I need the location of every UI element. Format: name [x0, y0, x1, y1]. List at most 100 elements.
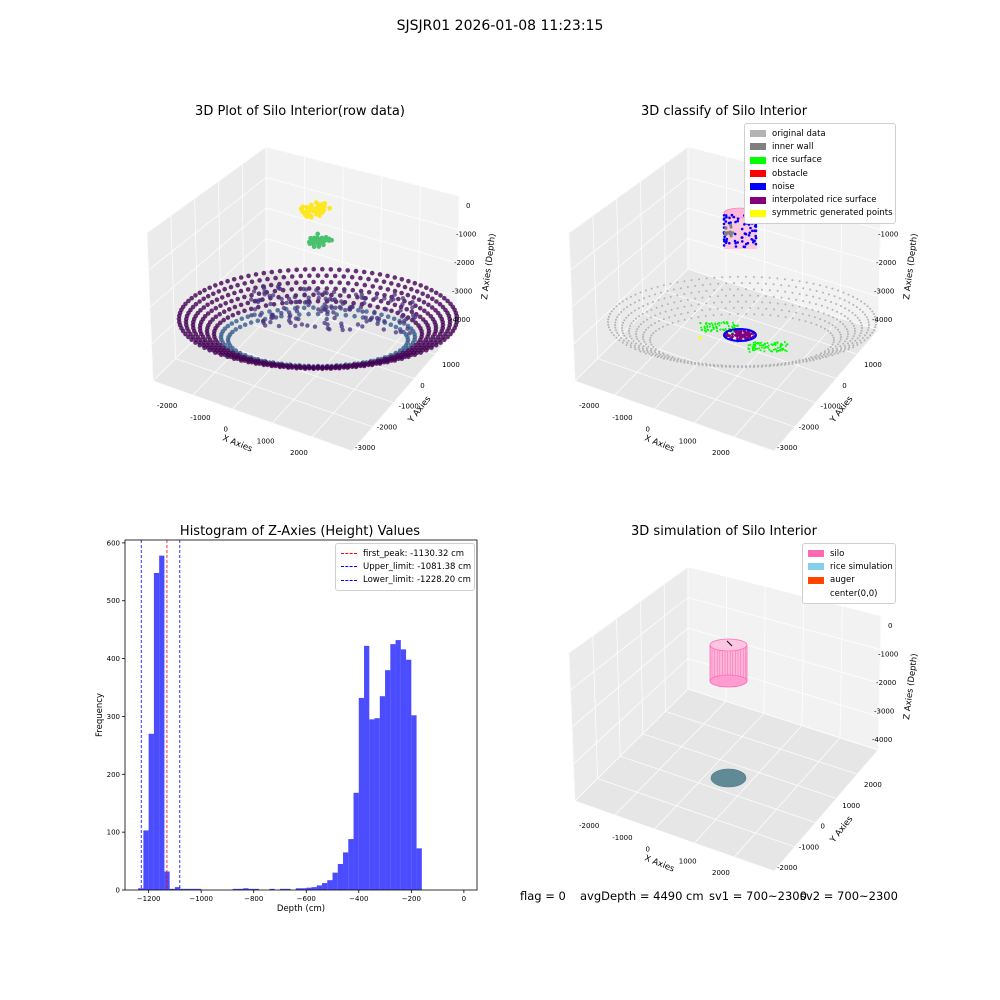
- histogram-bar: [322, 883, 328, 890]
- legend-swatch: [341, 579, 357, 581]
- histogram-vlines: [140, 540, 181, 890]
- x-tick-label: 1000: [257, 437, 275, 445]
- y-tick-label: -2000: [377, 423, 397, 431]
- x-tick-label: 1000: [679, 857, 697, 865]
- panel-title-histogram: Histogram of Z-Axies (Height) Values: [179, 524, 421, 539]
- z-tick-label: -2000: [876, 679, 896, 687]
- histogram-bar: [143, 830, 149, 890]
- legend-swatch: [750, 156, 766, 164]
- y-tick-label: 300: [107, 713, 120, 721]
- histogram-bar: [159, 555, 165, 890]
- histogram-bar: [385, 670, 391, 890]
- y-tick-label: 0: [420, 382, 424, 390]
- y-tick-label: 200: [107, 771, 120, 779]
- y-axis-label: Y Axies: [828, 814, 856, 846]
- histogram-bar: [185, 888, 191, 890]
- status-sv1: sv1 = 700~2300: [709, 889, 807, 903]
- histogram-bar: [232, 888, 238, 890]
- legend-entry: original data: [750, 127, 890, 140]
- histogram-bar: [253, 888, 259, 890]
- legend-label: noise: [772, 181, 795, 192]
- y-tick-label: 0: [116, 887, 120, 895]
- legend-entry: center(0,0): [808, 587, 890, 600]
- histogram-bar: [169, 888, 175, 890]
- legend-label: Upper_limit: -1081.38 cm: [363, 561, 472, 572]
- legend-entry: Lower_limit: -1228.20 cm: [341, 574, 471, 587]
- histogram-bar: [190, 888, 196, 890]
- z-tick-label: -4000: [872, 736, 892, 744]
- histogram-bar: [153, 572, 160, 890]
- y-tick-label: -3000: [355, 444, 375, 452]
- histogram-bar: [148, 733, 154, 890]
- y-tick-label: -1000: [399, 403, 419, 411]
- legend-swatch: [341, 566, 357, 568]
- y-tick-label: 1000: [864, 361, 882, 369]
- legend-label: rice simulation: [830, 561, 893, 572]
- status-flag: flag = 0: [520, 889, 566, 903]
- noise-ring: [723, 328, 757, 342]
- legend-label: inner wall: [772, 141, 814, 152]
- legend-label: symmetric generated points: [772, 208, 893, 219]
- status-avg-depth: avgDepth = 4490 cm: [580, 889, 704, 903]
- z-tick-label: -3000: [452, 288, 472, 296]
- y-tick-label: 2000: [864, 781, 882, 789]
- simulation-marks-layer: [709, 638, 748, 788]
- legend-label: first_peak: -1130.32 cm: [363, 548, 465, 559]
- histogram-bar: [285, 888, 291, 890]
- simulation-legend: silo rice simulation auger center(0,0): [802, 543, 896, 605]
- auger: [726, 640, 733, 647]
- x-tick-label: 1000: [679, 437, 697, 445]
- y-tick-label: 1000: [442, 361, 460, 369]
- panel-title-raw: 3D Plot of Silo Interior(row data): [195, 104, 405, 119]
- legend-entry: obstacle: [750, 167, 890, 180]
- histogram-bar: [416, 848, 422, 890]
- x-tick-label: -2000: [579, 402, 599, 410]
- histogram-bar: [406, 659, 412, 890]
- z-tick-label: -3000: [874, 288, 894, 296]
- histogram-bar: [243, 888, 249, 890]
- x-axis-label: Depth (cm): [277, 904, 325, 914]
- legend-label: interpolated rice surface: [772, 195, 877, 206]
- legend-entry: symmetric generated points: [750, 207, 893, 220]
- histogram-bar: [369, 719, 375, 890]
- x-tick-label: 0: [646, 846, 650, 854]
- y-tick-label: 400: [107, 655, 120, 663]
- x-tick-label: −200: [402, 895, 421, 903]
- x-tick-label: 2000: [290, 449, 308, 457]
- figure-suptitle: SJSJR01 2026-01-08 11:23:15: [396, 18, 604, 34]
- y-axis-label: Frequency: [95, 693, 105, 737]
- legend-swatch: [750, 130, 766, 138]
- histogram-bars: [138, 555, 422, 890]
- y-tick-label: -2000: [799, 423, 819, 431]
- panel-title-simulation: 3D simulation of Silo Interior: [631, 524, 817, 539]
- legend-label: obstacle: [772, 168, 808, 179]
- x-tick-label: -1000: [612, 414, 632, 422]
- x-tick-label: −800: [244, 895, 263, 903]
- legend-label: auger: [830, 575, 855, 586]
- legend-swatch: [808, 576, 824, 584]
- x-tick-label: −600: [297, 895, 316, 903]
- status-sv2: sv2 = 700~2300: [800, 889, 898, 903]
- histogram-bar: [395, 640, 401, 890]
- histogram-legend: first_peak: -1130.32 cm Upper_limit: -108…: [335, 543, 475, 591]
- y-tick-label: 0: [821, 823, 825, 831]
- legend-label: center(0,0): [830, 588, 878, 599]
- x-tick-label: 0: [462, 895, 466, 903]
- legend-swatch: [750, 170, 766, 178]
- histogram-bar: [327, 880, 333, 890]
- x-tick-label: 2000: [712, 869, 730, 877]
- x-axis-label: X Axies: [643, 854, 676, 875]
- y-tick-label: 600: [107, 539, 120, 547]
- legend-swatch: [341, 553, 357, 555]
- z-tick-label: -1000: [878, 231, 898, 239]
- histogram-bar: [306, 887, 312, 890]
- legend-swatch: [808, 563, 824, 571]
- legend-swatch: [750, 183, 766, 191]
- x-tick-label: -2000: [579, 822, 599, 830]
- y-tick-label: 500: [107, 597, 120, 605]
